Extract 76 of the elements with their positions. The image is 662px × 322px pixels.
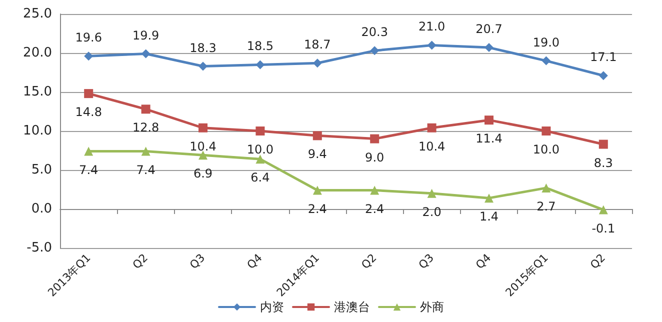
point xyxy=(312,131,322,140)
point xyxy=(256,154,265,164)
data-label: 7.4 xyxy=(79,162,98,177)
point xyxy=(484,116,494,125)
legend-label: 外商 xyxy=(420,300,444,314)
point xyxy=(84,52,94,61)
x-tick-label: Q4 xyxy=(473,251,494,272)
y-tick-label: 5.0 xyxy=(31,162,52,178)
point xyxy=(598,71,608,80)
data-label: 6.9 xyxy=(193,166,213,181)
point xyxy=(84,146,94,156)
x-tick-label: Q3 xyxy=(187,251,208,272)
data-label: 2.7 xyxy=(536,199,556,214)
data-label: 11.4 xyxy=(476,132,502,146)
x-tick-label: Q2 xyxy=(588,251,608,272)
data-label: 1.4 xyxy=(479,210,499,224)
data-label: 19.0 xyxy=(532,35,560,50)
data-label: 20.7 xyxy=(476,22,502,36)
point xyxy=(598,140,608,149)
data-label: 10.4 xyxy=(190,139,216,154)
y-tick-label: 15.0 xyxy=(23,84,52,100)
data-label: 10.4 xyxy=(418,139,446,154)
y-tick-label: 0.0 xyxy=(31,202,52,216)
data-label: 12.8 xyxy=(132,120,160,135)
data-label: 6.4 xyxy=(250,170,270,185)
data-label: 2.4 xyxy=(365,202,384,216)
point xyxy=(256,126,265,136)
point xyxy=(370,134,380,144)
point xyxy=(312,186,322,195)
point xyxy=(484,43,494,52)
data-label: 9.4 xyxy=(308,147,327,162)
point xyxy=(141,49,150,58)
point xyxy=(370,186,380,195)
y-tick-label: 20.0 xyxy=(23,46,52,60)
y-tick-label: 25.0 xyxy=(23,6,52,22)
data-label: 17.1 xyxy=(590,50,617,64)
point xyxy=(198,62,208,71)
point xyxy=(542,126,551,136)
y-tick-label: 10.0 xyxy=(23,124,52,138)
data-label: 20.3 xyxy=(361,25,388,40)
legend-label: 港澳台 xyxy=(334,300,370,314)
data-label: 2.4 xyxy=(308,202,327,216)
point xyxy=(84,89,94,98)
point xyxy=(542,56,551,66)
data-label: 2.0 xyxy=(422,204,442,219)
data-label: -0.1 xyxy=(592,221,616,236)
x-tick-label: Q4 xyxy=(244,251,265,272)
point xyxy=(484,194,494,203)
point xyxy=(427,188,436,198)
data-label: 7.4 xyxy=(136,162,156,177)
data-label: 21.0 xyxy=(418,20,446,34)
x-tick-label: Q2 xyxy=(358,251,380,272)
point xyxy=(598,205,608,214)
point xyxy=(542,183,551,192)
data-label: 18.5 xyxy=(246,39,274,54)
x-tick-label: Q3 xyxy=(416,251,436,272)
legend-label: 内资 xyxy=(260,300,284,314)
x-tick-label: Q2 xyxy=(130,251,150,272)
data-label: 19.6 xyxy=(75,30,102,45)
y-tick-label: -5.0 xyxy=(26,240,52,256)
point xyxy=(141,104,150,114)
point xyxy=(198,123,208,132)
data-label: 10.0 xyxy=(532,142,560,156)
point xyxy=(141,146,150,156)
point xyxy=(256,60,265,70)
data-label: 19.9 xyxy=(132,28,160,42)
point xyxy=(370,46,380,56)
data-label: 10.0 xyxy=(246,142,274,156)
data-label: 14.8 xyxy=(75,105,102,120)
point xyxy=(427,40,436,50)
data-label: 18.7 xyxy=(304,38,331,52)
data-label: 8.3 xyxy=(594,156,613,170)
point xyxy=(198,150,208,160)
data-label: 9.0 xyxy=(365,150,384,164)
point xyxy=(427,123,436,132)
data-label: 18.3 xyxy=(190,40,216,55)
